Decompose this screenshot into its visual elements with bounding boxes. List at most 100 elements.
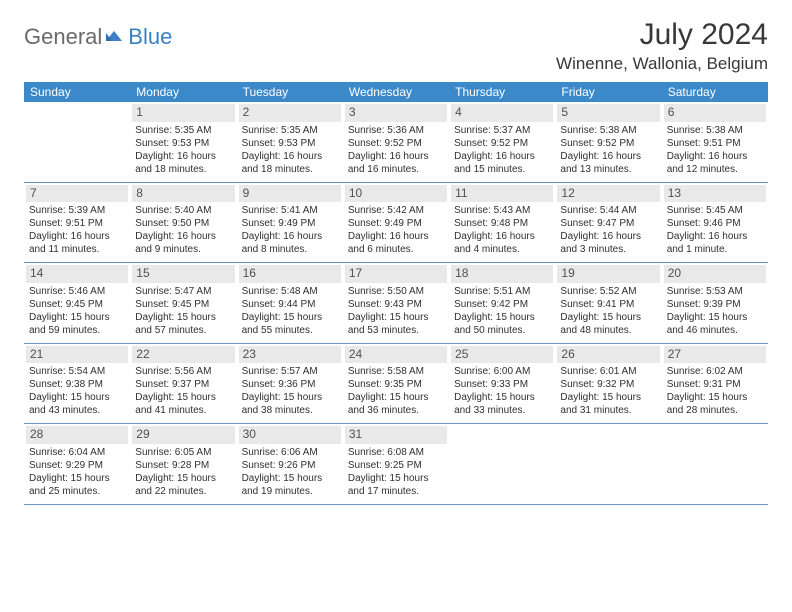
daylight-line: Daylight: 16 hours and 11 minutes.	[29, 230, 125, 256]
sunset-line: Sunset: 9:25 PM	[348, 459, 444, 472]
daylight-line: Daylight: 15 hours and 43 minutes.	[29, 391, 125, 417]
daylight-line: Daylight: 16 hours and 3 minutes.	[560, 230, 656, 256]
day-number: 10	[345, 185, 447, 203]
daylight-line: Daylight: 15 hours and 17 minutes.	[348, 472, 444, 498]
day-body: Sunrise: 6:05 AMSunset: 9:28 PMDaylight:…	[132, 446, 234, 498]
sunrise-line: Sunrise: 5:53 AM	[667, 285, 763, 298]
flag-icon	[104, 25, 126, 50]
sunset-line: Sunset: 9:52 PM	[454, 137, 550, 150]
sunrise-line: Sunrise: 5:38 AM	[560, 124, 656, 137]
sunset-line: Sunset: 9:46 PM	[667, 217, 763, 230]
day-header-row: SundayMondayTuesdayWednesdayThursdayFrid…	[24, 82, 768, 102]
sunset-line: Sunset: 9:45 PM	[135, 298, 231, 311]
sunset-line: Sunset: 9:43 PM	[348, 298, 444, 311]
sunrise-line: Sunrise: 5:36 AM	[348, 124, 444, 137]
sunrise-line: Sunrise: 5:35 AM	[135, 124, 231, 137]
sunrise-line: Sunrise: 5:52 AM	[560, 285, 656, 298]
sunrise-line: Sunrise: 5:51 AM	[454, 285, 550, 298]
day-cell: 7Sunrise: 5:39 AMSunset: 9:51 PMDaylight…	[24, 183, 130, 263]
sunset-line: Sunset: 9:41 PM	[560, 298, 656, 311]
day-cell: 21Sunrise: 5:54 AMSunset: 9:38 PMDayligh…	[24, 344, 130, 424]
sunrise-line: Sunrise: 5:50 AM	[348, 285, 444, 298]
sunrise-line: Sunrise: 5:57 AM	[242, 365, 338, 378]
sunset-line: Sunset: 9:37 PM	[135, 378, 231, 391]
sunset-line: Sunset: 9:49 PM	[348, 217, 444, 230]
day-cell: 4 Sunrise: 5:37 AMSunset: 9:52 PMDaylight…	[449, 102, 555, 182]
sunset-line: Sunset: 9:45 PM	[29, 298, 125, 311]
daylight-line: Daylight: 15 hours and 48 minutes.	[560, 311, 656, 337]
sunset-line: Sunset: 9:48 PM	[454, 217, 550, 230]
sunrise-line: Sunrise: 6:05 AM	[135, 446, 231, 459]
sunset-line: Sunset: 9:28 PM	[135, 459, 231, 472]
day-number: 12	[557, 185, 659, 203]
day-cell: 3 Sunrise: 5:36 AMSunset: 9:52 PMDaylight…	[343, 102, 449, 182]
sunrise-line: Sunrise: 5:39 AM	[29, 204, 125, 217]
sunrise-line: Sunrise: 5:42 AM	[348, 204, 444, 217]
day-cell: 30Sunrise: 6:06 AMSunset: 9:26 PMDayligh…	[237, 424, 343, 504]
daylight-line: Daylight: 16 hours and 16 minutes.	[348, 150, 444, 176]
daylight-line: Daylight: 16 hours and 9 minutes.	[135, 230, 231, 256]
day-cell: 2Sunrise: 5:35 AMSunset: 9:53 PMDaylight…	[237, 102, 343, 182]
sunset-line: Sunset: 9:32 PM	[560, 378, 656, 391]
day-cell: 11Sunrise: 5:43 AMSunset: 9:48 PMDayligh…	[449, 183, 555, 263]
day-body: Sunrise: 5:36 AMSunset: 9:52 PMDaylight:…	[345, 124, 447, 176]
day-body: Sunrise: 5:37 AMSunset: 9:52 PMDaylight:…	[451, 124, 553, 176]
day-cell: 27Sunrise: 6:02 AMSunset: 9:31 PMDayligh…	[662, 344, 768, 424]
day-body: Sunrise: 6:06 AMSunset: 9:26 PMDaylight:…	[239, 446, 341, 498]
daylight-line: Daylight: 15 hours and 33 minutes.	[454, 391, 550, 417]
day-cell: 12Sunrise: 5:44 AMSunset: 9:47 PMDayligh…	[555, 183, 661, 263]
day-cell: 22Sunrise: 5:56 AMSunset: 9:37 PMDayligh…	[130, 344, 236, 424]
week-row: 7Sunrise: 5:39 AMSunset: 9:51 PMDaylight…	[24, 183, 768, 264]
daylight-line: Daylight: 16 hours and 6 minutes.	[348, 230, 444, 256]
logo-text-blue: Blue	[128, 24, 172, 50]
day-body: Sunrise: 5:48 AMSunset: 9:44 PMDaylight:…	[239, 285, 341, 337]
sunrise-line: Sunrise: 6:00 AM	[454, 365, 550, 378]
day-number: 23	[239, 346, 341, 364]
sunset-line: Sunset: 9:49 PM	[242, 217, 338, 230]
sunrise-line: Sunrise: 5:58 AM	[348, 365, 444, 378]
day-number: 3	[345, 104, 447, 122]
day-header: Wednesday	[343, 82, 449, 102]
daylight-line: Daylight: 15 hours and 59 minutes.	[29, 311, 125, 337]
day-header: Friday	[555, 82, 661, 102]
sunset-line: Sunset: 9:26 PM	[242, 459, 338, 472]
sunset-line: Sunset: 9:38 PM	[29, 378, 125, 391]
sunrise-line: Sunrise: 6:06 AM	[242, 446, 338, 459]
sunrise-line: Sunrise: 6:08 AM	[348, 446, 444, 459]
day-cell: 10Sunrise: 5:42 AMSunset: 9:49 PMDayligh…	[343, 183, 449, 263]
logo: General Blue	[24, 24, 172, 50]
daylight-line: Daylight: 15 hours and 53 minutes.	[348, 311, 444, 337]
day-body: Sunrise: 5:51 AMSunset: 9:42 PMDaylight:…	[451, 285, 553, 337]
day-number: 4	[451, 104, 553, 122]
sunset-line: Sunset: 9:44 PM	[242, 298, 338, 311]
day-body: Sunrise: 6:08 AMSunset: 9:25 PMDaylight:…	[345, 446, 447, 498]
day-body: Sunrise: 5:46 AMSunset: 9:45 PMDaylight:…	[26, 285, 128, 337]
sunset-line: Sunset: 9:53 PM	[242, 137, 338, 150]
day-cell: 20Sunrise: 5:53 AMSunset: 9:39 PMDayligh…	[662, 263, 768, 343]
day-header: Thursday	[449, 82, 555, 102]
day-cell: 25Sunrise: 6:00 AMSunset: 9:33 PMDayligh…	[449, 344, 555, 424]
day-number: 13	[664, 185, 766, 203]
sunrise-line: Sunrise: 6:01 AM	[560, 365, 656, 378]
day-cell: 1Sunrise: 5:35 AMSunset: 9:53 PMDaylight…	[130, 102, 236, 182]
day-number: 1	[132, 104, 234, 122]
day-cell: .	[662, 424, 768, 504]
week-row: 28Sunrise: 6:04 AMSunset: 9:29 PMDayligh…	[24, 424, 768, 505]
daylight-line: Daylight: 16 hours and 13 minutes.	[560, 150, 656, 176]
sunset-line: Sunset: 9:53 PM	[135, 137, 231, 150]
sunrise-line: Sunrise: 5:54 AM	[29, 365, 125, 378]
day-number: 22	[132, 346, 234, 364]
day-body: Sunrise: 5:40 AMSunset: 9:50 PMDaylight:…	[132, 204, 234, 256]
day-number: 6	[664, 104, 766, 122]
day-cell: .	[24, 102, 130, 182]
day-cell: 15Sunrise: 5:47 AMSunset: 9:45 PMDayligh…	[130, 263, 236, 343]
day-number: 14	[26, 265, 128, 283]
day-header: Saturday	[662, 82, 768, 102]
sunrise-line: Sunrise: 5:45 AM	[667, 204, 763, 217]
day-cell: 23Sunrise: 5:57 AMSunset: 9:36 PMDayligh…	[237, 344, 343, 424]
daylight-line: Daylight: 16 hours and 18 minutes.	[242, 150, 338, 176]
day-body: Sunrise: 5:39 AMSunset: 9:51 PMDaylight:…	[26, 204, 128, 256]
sunset-line: Sunset: 9:31 PM	[667, 378, 763, 391]
sunset-line: Sunset: 9:33 PM	[454, 378, 550, 391]
day-body: Sunrise: 5:35 AMSunset: 9:53 PMDaylight:…	[239, 124, 341, 176]
